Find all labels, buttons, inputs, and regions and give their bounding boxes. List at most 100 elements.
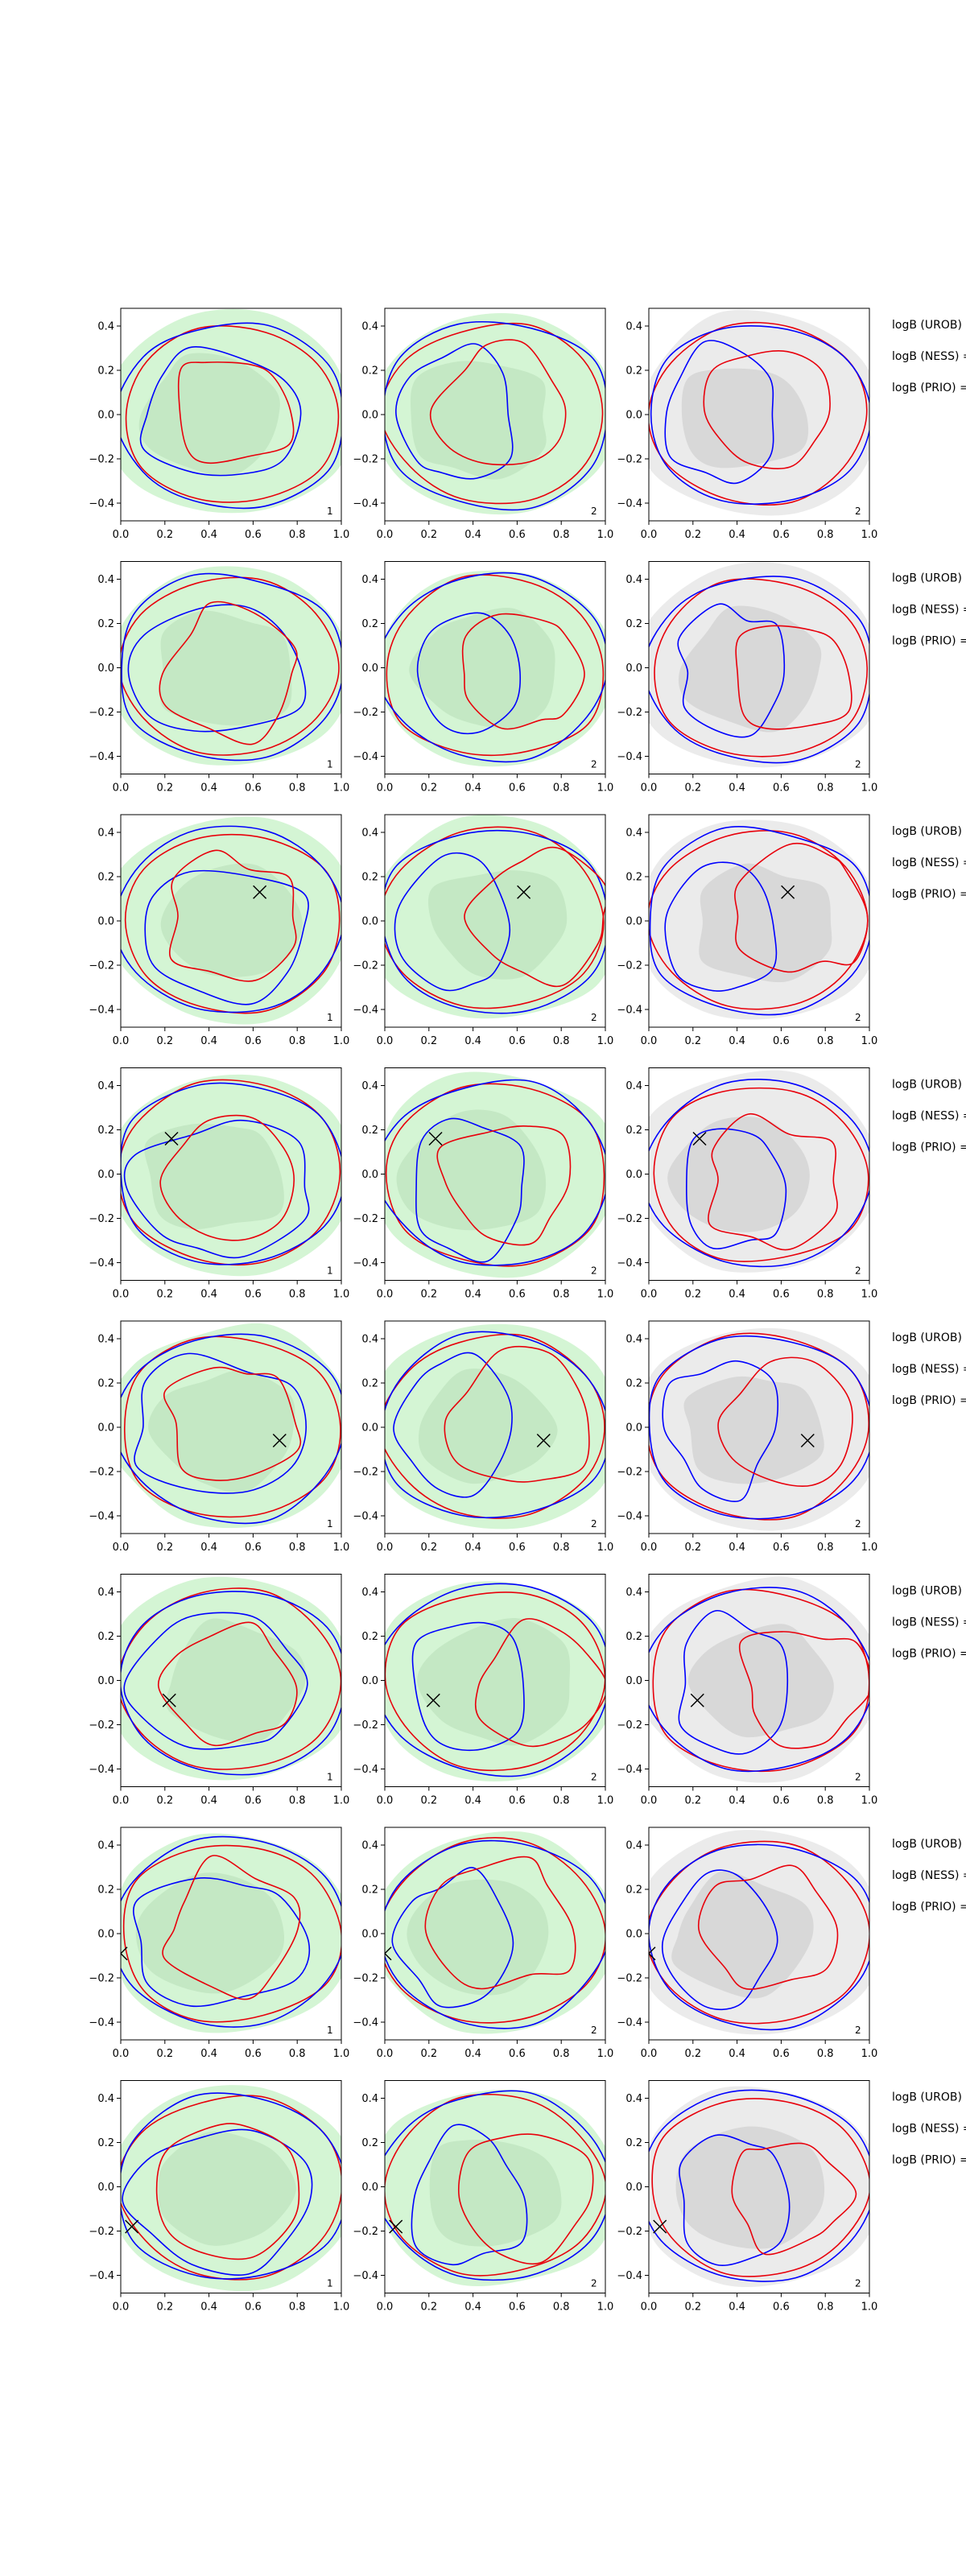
y-tick-label: 0.0 xyxy=(361,1929,378,1941)
y-tick-label: 0.0 xyxy=(361,1169,378,1181)
y-tick-label: −0.4 xyxy=(89,2270,114,2282)
x-tick-label: 0.8 xyxy=(289,2301,306,2314)
density-fill-inner xyxy=(159,610,292,726)
x-tick-label: 0.0 xyxy=(113,2301,130,2314)
red-contour-inner xyxy=(163,1366,302,1481)
x-tick-label: 0.2 xyxy=(684,1542,701,1554)
y-tick-label: −0.2 xyxy=(617,1973,642,1985)
red-contour-inner xyxy=(162,1855,301,2000)
x-tick-label: 0.4 xyxy=(464,1289,481,1301)
red-contour-outer xyxy=(385,1837,605,2024)
x-tick-label: 0.4 xyxy=(200,1795,217,1807)
x-tick-label: 0.4 xyxy=(464,2301,481,2314)
red-contour-outer xyxy=(654,578,869,758)
blue-contour-outer xyxy=(121,2092,341,2280)
red-contour-inner xyxy=(177,361,295,464)
y-tick-label: 0.4 xyxy=(97,1840,114,1852)
panel-r7-c2: 2 0.0 0.2 0.4 0.6 0.8 1.0 0.4 0.2 0.0 −0.2 −0.4 xyxy=(353,1827,613,2060)
red-contour-inner xyxy=(169,849,297,982)
y-tick-label: −0.2 xyxy=(617,1719,642,1732)
y-tick-label: −0.4 xyxy=(89,1005,114,1017)
y-tick-label: 0.0 xyxy=(625,1929,642,1941)
x-tick-label: 0.4 xyxy=(464,1795,481,1807)
row-8-side-labels: logB (UROB) = logB (NESS) = logB (PRIO) = xyxy=(892,2091,966,2167)
x-tick-label: 0.6 xyxy=(509,2048,526,2060)
blue-contour-inner xyxy=(134,1352,308,1494)
y-tick-label: −0.2 xyxy=(617,2226,642,2238)
true-parameter-marker xyxy=(428,1131,443,1146)
density-fill-inner xyxy=(667,1117,810,1232)
panel-r6-c1: 1 0.0 0.2 0.4 0.6 0.8 1.0 0.4 0.2 0.0 −0.2 −0.4 xyxy=(89,1574,349,1807)
y-tick-label: −0.2 xyxy=(89,1467,114,1479)
red-contour-inner xyxy=(424,1856,576,1990)
x-tick-label: 0.4 xyxy=(729,782,745,795)
x-tick-label: 0.2 xyxy=(156,782,173,795)
true-parameter-marker xyxy=(162,1693,176,1707)
x-tick-label: 0.0 xyxy=(377,1289,394,1301)
panel-body xyxy=(385,815,605,1019)
y-tick-label: 0.4 xyxy=(97,1080,114,1092)
y-tick-label: 0.0 xyxy=(97,663,114,675)
true-parameter-marker xyxy=(517,885,531,899)
x-tick-label: 0.6 xyxy=(245,1035,262,1047)
panel-body xyxy=(385,1071,605,1278)
red-contour-outer xyxy=(121,1079,341,1266)
x-tick-label: 0.2 xyxy=(156,529,173,541)
x-tick-label: 1.0 xyxy=(333,1542,350,1554)
density-fill-inner xyxy=(699,863,832,983)
blue-contour-inner xyxy=(395,343,514,480)
panel-body xyxy=(121,816,341,1025)
x-tick-label: 0.6 xyxy=(509,1035,526,1047)
x-tick-label: 0.0 xyxy=(641,782,658,795)
panel-body xyxy=(385,1831,605,2034)
side-label: logB (UROB) = xyxy=(892,825,966,838)
y-tick-label: 0.4 xyxy=(625,1080,642,1092)
blue-contour-inner xyxy=(664,861,778,992)
x-tick-label: 0.0 xyxy=(113,1035,130,1047)
blue-contour-inner xyxy=(139,346,302,477)
x-tick-label: 0.6 xyxy=(245,1795,262,1807)
red-contour-outer xyxy=(386,574,605,757)
x-tick-label: 0.4 xyxy=(200,1035,217,1047)
blue-contour-outer xyxy=(121,322,341,510)
panel-r5-c1: 1 0.0 0.2 0.4 0.6 0.8 1.0 0.4 0.2 0.0 −0.2 −0.4 xyxy=(89,1320,350,1554)
y-tick-label: 0.4 xyxy=(97,1334,114,1346)
x-tick-label: 0.6 xyxy=(773,1795,790,1807)
y-tick-label: 0.2 xyxy=(97,872,114,884)
panel-id-label: 2 xyxy=(591,1772,597,1783)
true-parameter-marker xyxy=(164,1131,179,1146)
x-tick-label: 1.0 xyxy=(597,1289,614,1301)
true-parameter-marker xyxy=(800,1433,815,1448)
y-tick-label: −0.4 xyxy=(353,1764,378,1776)
x-tick-label: 0.2 xyxy=(684,2048,701,2060)
y-tick-label: −0.2 xyxy=(89,2226,114,2238)
panel-id-label: 2 xyxy=(591,2025,597,2036)
red-contour-inner xyxy=(464,846,605,988)
y-tick-label: −0.4 xyxy=(617,2270,642,2282)
red-contour-outer xyxy=(122,1844,341,2023)
x-tick-label: 0.6 xyxy=(245,529,262,541)
x-tick-label: 0.0 xyxy=(377,1035,394,1047)
x-tick-label: 0.2 xyxy=(420,2301,437,2314)
x-tick-label: 0.2 xyxy=(156,1795,173,1807)
y-tick-label: 0.2 xyxy=(97,1631,114,1643)
density-fill-inner xyxy=(160,863,303,977)
true-parameter-marker xyxy=(426,1693,440,1707)
x-tick-label: 0.8 xyxy=(817,1289,834,1301)
blue-contour-outer xyxy=(649,826,869,1016)
x-tick-label: 0.2 xyxy=(156,1289,173,1301)
y-tick-label: 0.0 xyxy=(625,1422,642,1435)
x-tick-label: 0.6 xyxy=(773,1289,790,1301)
panel-id-label: 2 xyxy=(855,1012,861,1023)
x-tick-label: 0.0 xyxy=(377,1542,394,1554)
red-contour-inner xyxy=(734,842,869,973)
side-label: logB (NESS) = xyxy=(892,1616,966,1629)
x-tick-label: 1.0 xyxy=(333,1289,350,1301)
x-tick-label: 0.2 xyxy=(420,1542,437,1554)
x-tick-label: 0.8 xyxy=(553,2301,570,2314)
panel-r4-c1: 1 0.0 0.2 0.4 0.6 0.8 1.0 0.4 0.2 0.0 −0.2 −0.4 xyxy=(89,1067,350,1301)
panel-id-label: 2 xyxy=(855,1265,861,1277)
side-label: logB (UROB) = xyxy=(892,1838,966,1851)
x-tick-label: 0.8 xyxy=(289,782,306,795)
panel-r2-c2: 2 0.0 0.2 0.4 0.6 0.8 1.0 0.4 0.2 0.0 −0.2 −0.4 xyxy=(353,561,613,795)
